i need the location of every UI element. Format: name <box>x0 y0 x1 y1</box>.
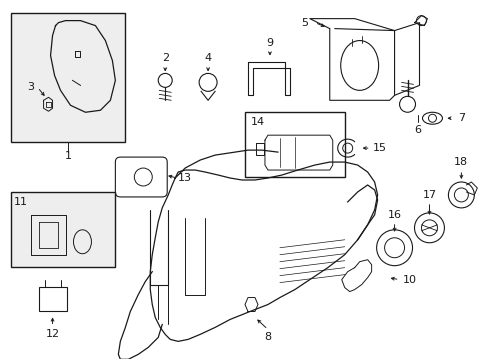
Text: 1: 1 <box>64 151 71 161</box>
Bar <box>11 13 125 142</box>
Text: 3: 3 <box>27 82 34 93</box>
Text: 9: 9 <box>266 37 273 48</box>
Text: 8: 8 <box>264 332 271 342</box>
Text: 18: 18 <box>453 157 468 167</box>
Text: 10: 10 <box>402 275 416 285</box>
Text: 6: 6 <box>413 125 420 135</box>
Text: 4: 4 <box>204 54 211 63</box>
Text: 5: 5 <box>301 18 308 28</box>
Bar <box>39 287 66 311</box>
Text: 14: 14 <box>250 117 264 127</box>
Bar <box>244 112 344 177</box>
Text: 11: 11 <box>14 197 28 207</box>
Text: 2: 2 <box>162 54 168 63</box>
Text: 15: 15 <box>372 143 386 153</box>
Text: 16: 16 <box>387 210 401 220</box>
Text: 12: 12 <box>45 329 60 339</box>
Text: 13: 13 <box>178 173 192 183</box>
Text: 7: 7 <box>457 113 464 123</box>
Bar <box>11 192 115 267</box>
Text: 17: 17 <box>422 190 436 200</box>
